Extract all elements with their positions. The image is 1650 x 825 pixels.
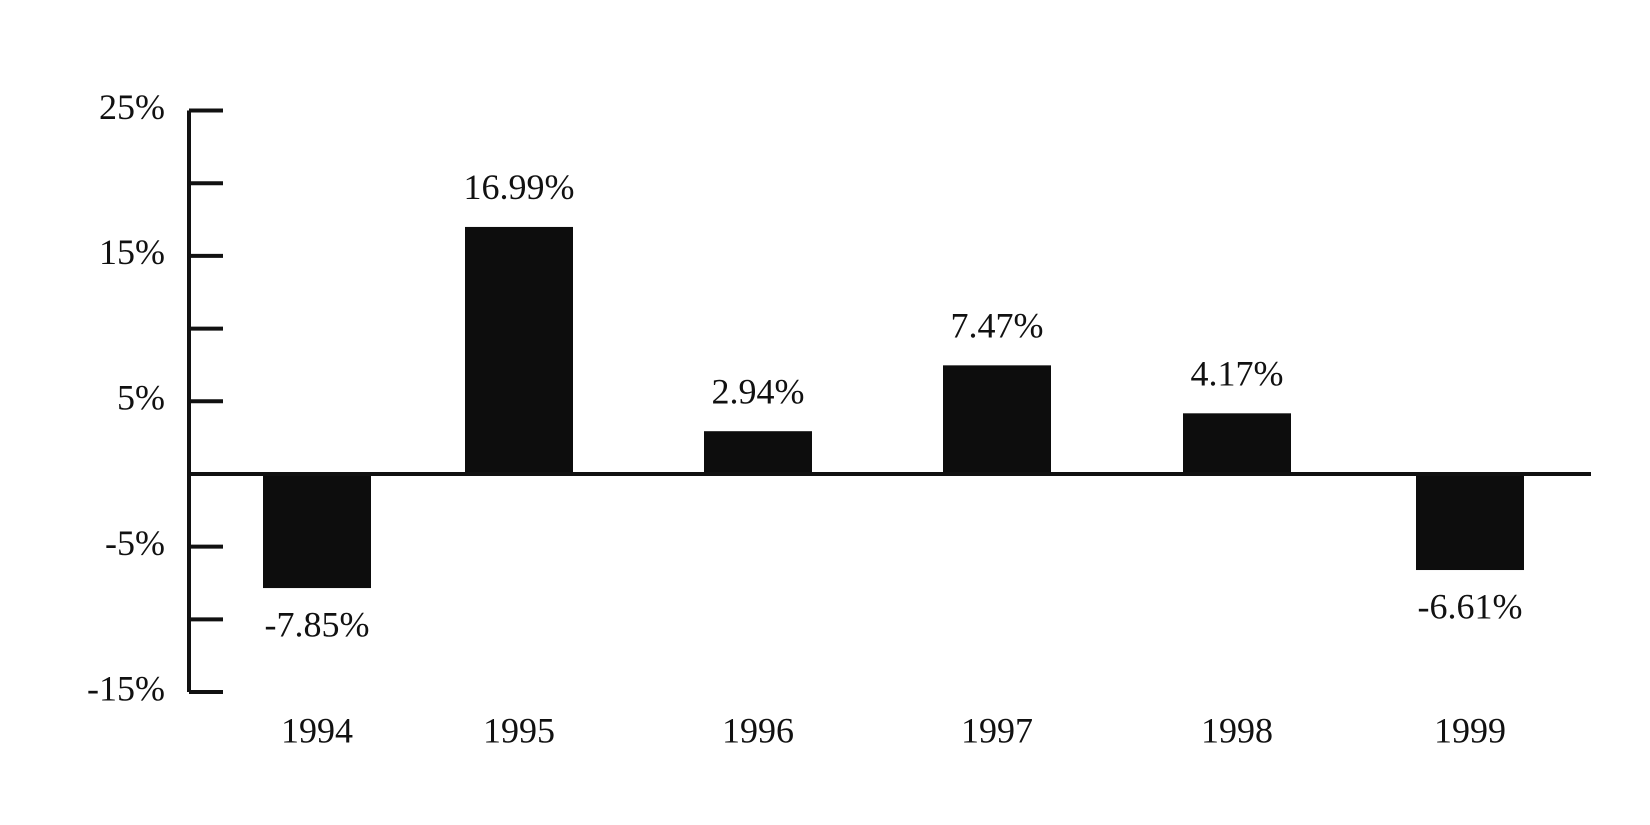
value-label: -7.85% bbox=[265, 604, 370, 644]
bar bbox=[1416, 473, 1524, 571]
x-tick-label: 1994 bbox=[281, 710, 353, 750]
bar bbox=[263, 473, 371, 589]
bar bbox=[465, 226, 573, 474]
y-tick-label: 15% bbox=[99, 232, 165, 272]
y-tick-label: -5% bbox=[105, 523, 165, 563]
bar bbox=[943, 365, 1051, 474]
value-label: -6.61% bbox=[1418, 586, 1523, 626]
x-tick-label: 1995 bbox=[483, 710, 555, 750]
x-tick-label: 1996 bbox=[722, 710, 794, 750]
bar bbox=[1183, 413, 1291, 474]
x-tick-label: 1999 bbox=[1434, 710, 1506, 750]
bar bbox=[704, 431, 812, 474]
value-label: 2.94% bbox=[712, 371, 805, 411]
y-tick-label: 25% bbox=[99, 87, 165, 127]
y-tick-label: -15% bbox=[87, 668, 165, 708]
value-label: 4.17% bbox=[1191, 354, 1284, 394]
value-label: 16.99% bbox=[464, 167, 575, 207]
x-tick-label: 1998 bbox=[1201, 710, 1273, 750]
x-tick-label: 1997 bbox=[961, 710, 1033, 750]
value-label: 7.47% bbox=[951, 306, 1044, 346]
y-tick-label: 5% bbox=[117, 378, 165, 418]
